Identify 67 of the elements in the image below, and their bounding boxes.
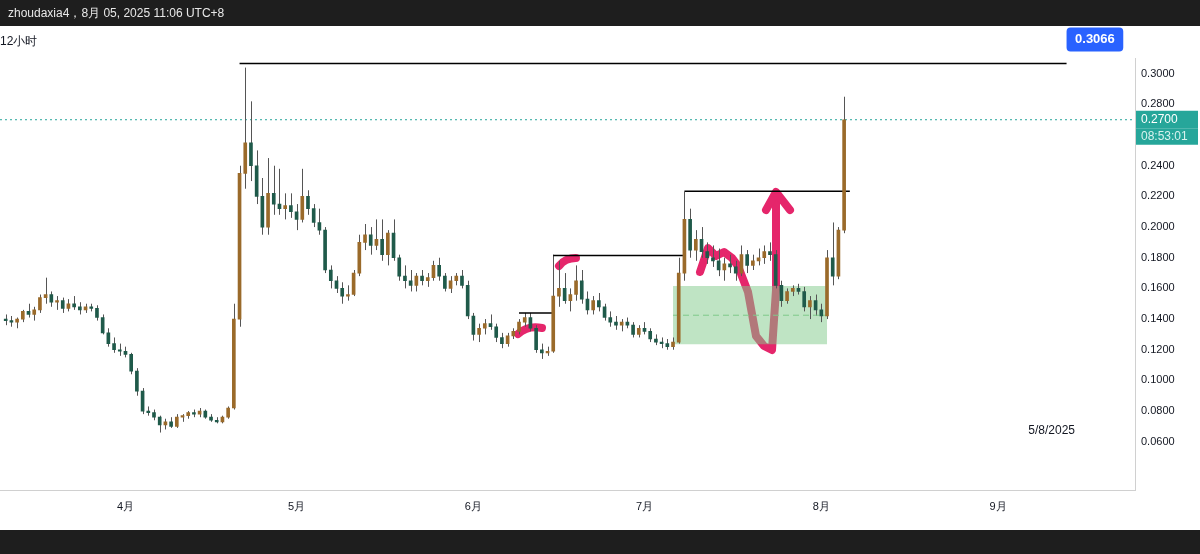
y-tick-label: 0.1400 <box>1141 312 1175 325</box>
candlestick <box>579 269 584 305</box>
candlestick <box>694 229 698 262</box>
candlestick <box>129 352 134 375</box>
y-tick-label: 0.0600 <box>1141 434 1175 447</box>
candlestick <box>597 292 601 312</box>
candlestick <box>808 295 812 320</box>
x-tick-label: 7月 <box>635 500 654 513</box>
candlestick <box>733 260 738 282</box>
text: 08:53:01 <box>1141 129 1189 144</box>
candlestick <box>557 260 561 308</box>
candlestick <box>768 241 772 262</box>
candlestick <box>363 223 367 251</box>
annotation: 0.3066 <box>1075 31 1115 47</box>
candlestick <box>437 257 441 282</box>
y-tick-label: 0.3000 <box>1141 66 1175 79</box>
candlestick <box>294 203 299 231</box>
candlestick <box>271 165 276 216</box>
candlestick <box>477 323 481 343</box>
candlestick <box>311 203 316 228</box>
candlestick <box>408 269 413 292</box>
candlestick <box>135 367 139 397</box>
y-tick-label: 0.2200 <box>1141 189 1175 202</box>
candlestick <box>534 324 538 354</box>
candlestick <box>460 269 464 289</box>
candlestick <box>380 218 384 262</box>
candlestick <box>762 244 767 265</box>
candlestick <box>249 100 253 182</box>
candlestick <box>591 295 595 315</box>
candlestick <box>819 303 824 323</box>
candlestick <box>397 254 402 282</box>
x-tick-label: 8月 <box>812 500 830 513</box>
candlestick <box>494 323 499 343</box>
candlestick <box>386 229 390 266</box>
y-tick-label: 0.2400 <box>1141 158 1175 171</box>
x-tick-label: 4月 <box>116 500 135 513</box>
candlestick <box>306 189 310 216</box>
ref-line-label: 0.2700 <box>1141 112 1179 127</box>
candlestick <box>289 192 293 219</box>
y-tick-label: 0.2800 <box>1141 97 1175 110</box>
text: zhoudaxia4，8月 05, 2025 11:06 UTC+8 <box>8 5 225 22</box>
y-tick-label: 0.1200 <box>1141 342 1175 355</box>
candlestick <box>346 284 350 302</box>
y-tick-label: 0.2000 <box>1141 220 1175 233</box>
candlestick <box>328 264 333 289</box>
y-tick-label: 0.1600 <box>1141 281 1175 294</box>
candlestick <box>705 241 710 265</box>
candlestick <box>283 192 288 220</box>
y-tick-label: 0.1800 <box>1141 250 1175 263</box>
candlestick <box>38 294 42 314</box>
candlestick <box>574 264 578 302</box>
y-tick-label: 0.1000 <box>1141 373 1175 386</box>
candlestick <box>443 272 447 292</box>
y-tick-label: 0.0800 <box>1141 404 1175 417</box>
x-tick-label: 9月 <box>989 500 1007 513</box>
x-tick-label: 6月 <box>464 500 482 513</box>
candlestick <box>830 221 835 286</box>
candlestick <box>403 264 407 289</box>
candlestick <box>340 281 345 305</box>
candlestick <box>745 249 749 274</box>
chart-title: 12小时 <box>0 33 38 48</box>
x-tick-label: 5月 <box>288 500 306 513</box>
candlestick <box>368 226 373 256</box>
annotation: 5/8/2025 <box>1028 423 1076 438</box>
candlestick <box>711 244 715 268</box>
candlestick <box>802 286 807 312</box>
candlestick <box>300 168 305 223</box>
